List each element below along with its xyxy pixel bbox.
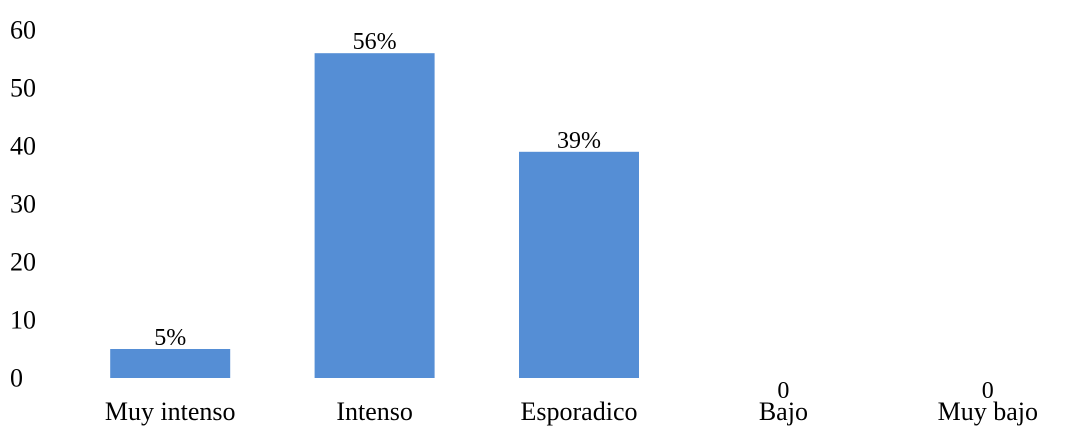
y-tick-label: 50 — [10, 74, 36, 103]
data-label: 0 — [777, 378, 789, 404]
y-tick-label: 20 — [10, 248, 36, 277]
bars — [110, 53, 639, 378]
y-tick-label: 40 — [10, 132, 36, 161]
data-labels: 5% 56% 39% 0 0 — [154, 29, 994, 404]
data-label: 39% — [557, 128, 601, 154]
category-label: Muy intenso — [105, 397, 236, 426]
data-label: 0 — [982, 378, 994, 404]
y-tick-label: 60 — [10, 16, 36, 45]
y-axis-ticks: 0 10 20 30 40 50 60 — [10, 16, 36, 393]
x-axis-category-labels: Muy intenso Intenso Esporadico Bajo Muy bajo — [105, 397, 1038, 426]
y-tick-label: 10 — [10, 306, 36, 335]
category-label: Esporadico — [521, 397, 638, 426]
category-label: Muy bajo — [938, 397, 1038, 426]
bar — [519, 151, 639, 378]
category-label: Bajo — [759, 397, 808, 426]
data-label: 5% — [154, 325, 186, 351]
y-tick-label: 30 — [10, 190, 36, 219]
category-label: Intenso — [336, 397, 413, 426]
y-tick-label: 0 — [10, 364, 23, 393]
data-label: 56% — [353, 29, 397, 55]
bar — [314, 53, 435, 378]
bar — [110, 349, 231, 378]
